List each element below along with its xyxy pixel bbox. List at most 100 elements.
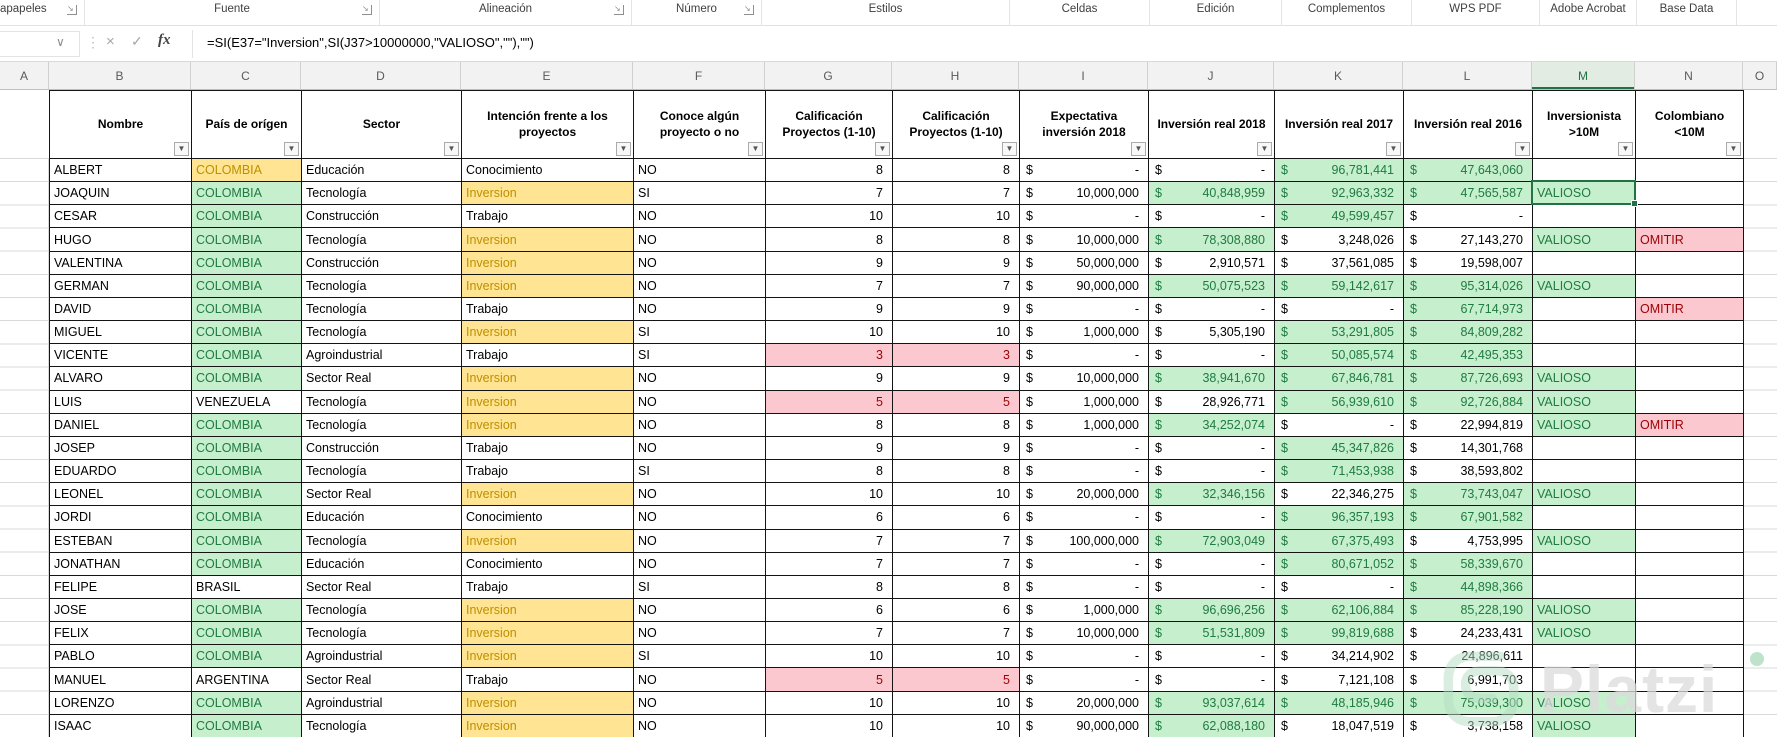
- cell-country[interactable]: COLOMBIA: [192, 344, 302, 368]
- dialog-launcher-icon[interactable]: ↘: [67, 5, 77, 15]
- cell-knows-project[interactable]: NO: [634, 228, 766, 252]
- cell-intention[interactable]: Trabajo: [462, 436, 634, 461]
- cell-real-2018[interactable]: $ -: [1149, 575, 1275, 599]
- cell-score-g[interactable]: 5: [766, 390, 893, 414]
- column-letter-J[interactable]: J: [1148, 62, 1274, 89]
- cell-country[interactable]: VENEZUELA: [192, 390, 302, 414]
- cell-expected-2018[interactable]: $ -: [1020, 668, 1149, 692]
- cell-name[interactable]: JORDI: [50, 506, 192, 530]
- cell-sector[interactable]: Sector Real: [302, 483, 462, 507]
- cell-investor-10m[interactable]: [1533, 436, 1636, 461]
- cell-sector[interactable]: Agroindustrial: [302, 691, 462, 715]
- cell-expected-2018[interactable]: $50,000,000: [1020, 251, 1149, 275]
- cell-real-2018[interactable]: $40,848,959: [1149, 182, 1275, 206]
- filter-dropdown-button[interactable]: ▼: [1726, 142, 1741, 156]
- cell-real-2016[interactable]: $73,743,047: [1404, 483, 1533, 507]
- cell-real-2016[interactable]: $87,726,693: [1404, 367, 1533, 391]
- cell-intention[interactable]: Inversion: [462, 714, 634, 737]
- cell-sector[interactable]: Sector Real: [302, 367, 462, 391]
- cell-real-2016[interactable]: $95,314,026: [1404, 274, 1533, 298]
- cell-knows-project[interactable]: NO: [634, 598, 766, 623]
- cell-score-g[interactable]: 8: [766, 159, 893, 183]
- column-letter-K[interactable]: K: [1274, 62, 1403, 89]
- cell-colombian-10m[interactable]: [1636, 321, 1744, 345]
- cell-country[interactable]: COLOMBIA: [192, 182, 302, 206]
- cell-name[interactable]: HUGO: [50, 228, 192, 252]
- cell-investor-10m[interactable]: VALIOSO: [1533, 413, 1636, 437]
- column-letter-A[interactable]: A: [0, 62, 49, 89]
- cell-score-g[interactable]: 8: [766, 228, 893, 252]
- cell-real-2018[interactable]: $ -: [1149, 645, 1275, 669]
- cell-colombian-10m[interactable]: [1636, 205, 1744, 229]
- cell-real-2016[interactable]: $14,301,768: [1404, 436, 1533, 461]
- cell-investor-10m[interactable]: [1533, 205, 1636, 229]
- cell-real-2017[interactable]: $22,346,275: [1275, 483, 1404, 507]
- cell-real-2018[interactable]: $32,346,156: [1149, 483, 1275, 507]
- cell-investor-10m[interactable]: VALIOSO: [1533, 274, 1636, 298]
- cell-knows-project[interactable]: SI: [634, 575, 766, 599]
- cell-real-2018[interactable]: $ -: [1149, 460, 1275, 484]
- cell-country[interactable]: COLOMBIA: [192, 297, 302, 322]
- column-letter-N[interactable]: N: [1635, 62, 1743, 89]
- header-cell-N[interactable]: Colombiano <10M ▼: [1636, 91, 1744, 159]
- cell-sector[interactable]: Agroindustrial: [302, 645, 462, 669]
- filter-dropdown-button[interactable]: ▼: [616, 142, 631, 156]
- cell-intention[interactable]: Inversion: [462, 228, 634, 252]
- cell-name[interactable]: JOSE: [50, 598, 192, 623]
- cell-intention[interactable]: Conocimiento: [462, 552, 634, 576]
- cell-intention[interactable]: Inversion: [462, 691, 634, 715]
- cell-real-2018[interactable]: $ -: [1149, 668, 1275, 692]
- cell-intention[interactable]: Inversion: [462, 274, 634, 298]
- cell-score-g[interactable]: 10: [766, 483, 893, 507]
- cell-country[interactable]: COLOMBIA: [192, 506, 302, 530]
- filter-dropdown-button[interactable]: ▼: [1515, 142, 1530, 156]
- column-letter-M[interactable]: M: [1532, 62, 1635, 89]
- cell-real-2017[interactable]: $48,185,946: [1275, 691, 1404, 715]
- cell-sector[interactable]: Tecnología: [302, 390, 462, 414]
- cell-investor-10m[interactable]: VALIOSO: [1533, 598, 1636, 623]
- cell-investor-10m[interactable]: [1533, 668, 1636, 692]
- cell-intention[interactable]: Inversion: [462, 321, 634, 345]
- cell-score-h[interactable]: 8: [893, 228, 1020, 252]
- cell-real-2017[interactable]: $45,347,826: [1275, 436, 1404, 461]
- cell-knows-project[interactable]: NO: [634, 668, 766, 692]
- cell-expected-2018[interactable]: $ -: [1020, 436, 1149, 461]
- cell-real-2016[interactable]: $67,714,973: [1404, 297, 1533, 322]
- cell-intention[interactable]: Inversion: [462, 622, 634, 646]
- cell-sector[interactable]: Sector Real: [302, 668, 462, 692]
- cell-score-h[interactable]: 7: [893, 529, 1020, 553]
- cell-score-g[interactable]: 10: [766, 714, 893, 737]
- cell-country[interactable]: COLOMBIA: [192, 251, 302, 275]
- cell-expected-2018[interactable]: $ -: [1020, 297, 1149, 322]
- cell-score-g[interactable]: 8: [766, 413, 893, 437]
- cell-name[interactable]: LEONEL: [50, 483, 192, 507]
- header-cell-I[interactable]: Expectativa inversión 2018 ▼: [1020, 91, 1149, 159]
- dialog-launcher-icon[interactable]: ↘: [362, 5, 372, 15]
- cell-country[interactable]: COLOMBIA: [192, 205, 302, 229]
- column-letter-B[interactable]: B: [49, 62, 191, 89]
- cell-intention[interactable]: Inversion: [462, 529, 634, 553]
- cell-real-2016[interactable]: $19,598,007: [1404, 251, 1533, 275]
- cell-colombian-10m[interactable]: [1636, 691, 1744, 715]
- cell-score-h[interactable]: 10: [893, 714, 1020, 737]
- cell-real-2018[interactable]: $ -: [1149, 297, 1275, 322]
- cell-name[interactable]: EDUARDO: [50, 460, 192, 484]
- cell-expected-2018[interactable]: $ -: [1020, 205, 1149, 229]
- cell-intention[interactable]: Inversion: [462, 390, 634, 414]
- cell-score-g[interactable]: 9: [766, 251, 893, 275]
- cell-score-g[interactable]: 7: [766, 529, 893, 553]
- filter-dropdown-button[interactable]: ▼: [1618, 142, 1633, 156]
- cell-real-2017[interactable]: $ -: [1275, 575, 1404, 599]
- cell-real-2016[interactable]: $92,726,884: [1404, 390, 1533, 414]
- cell-intention[interactable]: Trabajo: [462, 668, 634, 692]
- cell-expected-2018[interactable]: $1,000,000: [1020, 598, 1149, 623]
- cell-real-2017[interactable]: $34,214,902: [1275, 645, 1404, 669]
- cell-score-g[interactable]: 9: [766, 436, 893, 461]
- cell-sector[interactable]: Tecnología: [302, 297, 462, 322]
- cell-investor-10m[interactable]: VALIOSO: [1533, 367, 1636, 391]
- cell-sector[interactable]: Tecnología: [302, 460, 462, 484]
- cell-intention[interactable]: Inversion: [462, 645, 634, 669]
- cell-colombian-10m[interactable]: [1636, 483, 1744, 507]
- cell-expected-2018[interactable]: $90,000,000: [1020, 274, 1149, 298]
- cell-real-2018[interactable]: $34,252,074: [1149, 413, 1275, 437]
